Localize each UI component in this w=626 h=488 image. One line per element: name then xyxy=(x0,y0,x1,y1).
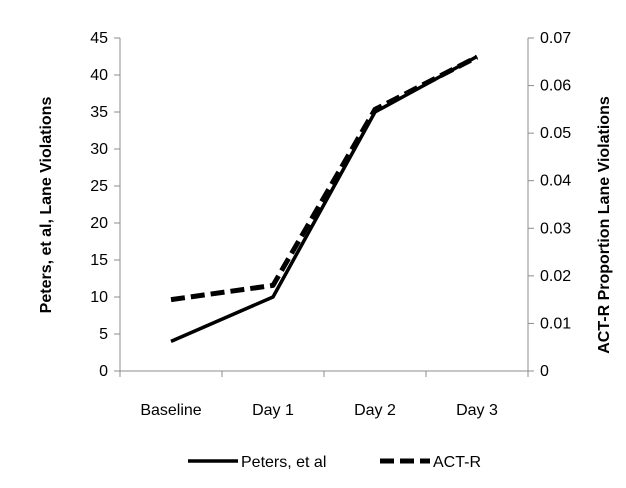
left-axis-title: Peters, et al, Lane Violations xyxy=(38,97,55,314)
axes-layer xyxy=(114,37,534,377)
right-axis-title: ACT-R Proportion Lane Violations xyxy=(596,96,613,354)
legend: Peters, et al ACT-R xyxy=(188,454,481,471)
left-tick-label: 15 xyxy=(90,252,108,269)
left-tick-label: 40 xyxy=(90,67,108,84)
x-tick-label: Day 2 xyxy=(354,402,396,419)
legend-label: ACT-R xyxy=(433,454,481,471)
left-tick-label: 25 xyxy=(90,178,108,195)
right-tick-label: 0.04 xyxy=(540,173,571,190)
series-line-act-r xyxy=(170,54,479,303)
left-tick-label: 35 xyxy=(90,104,108,121)
left-tick-label: 5 xyxy=(99,326,108,343)
legend-label: Peters, et al xyxy=(241,454,326,471)
right-tick-label: 0 xyxy=(540,363,549,380)
right-tick-label: 0.05 xyxy=(540,125,571,142)
right-tick-label: 0.03 xyxy=(540,220,571,237)
left-tick-label: 0 xyxy=(99,363,108,380)
x-tick-label: Day 3 xyxy=(456,402,498,419)
left-tick-label: 10 xyxy=(90,289,108,306)
left-tick-label: 45 xyxy=(90,30,108,47)
left-tick-label: 20 xyxy=(90,215,108,232)
right-tick-label: 0.02 xyxy=(540,268,571,285)
labels-layer: 0 5 10 15 20 25 30 35 40 45 0 0.01 0.02 0.03 0.04 0.05 0… xyxy=(38,30,613,419)
right-tick-label: 0.01 xyxy=(540,315,571,332)
right-tick-label: 0.06 xyxy=(540,78,571,95)
x-tick-label: Day 1 xyxy=(252,402,294,419)
right-tick-label: 0.07 xyxy=(540,30,571,47)
x-tick-label: Baseline xyxy=(140,402,201,419)
left-tick-label: 30 xyxy=(90,141,108,158)
series-layer xyxy=(170,54,479,344)
